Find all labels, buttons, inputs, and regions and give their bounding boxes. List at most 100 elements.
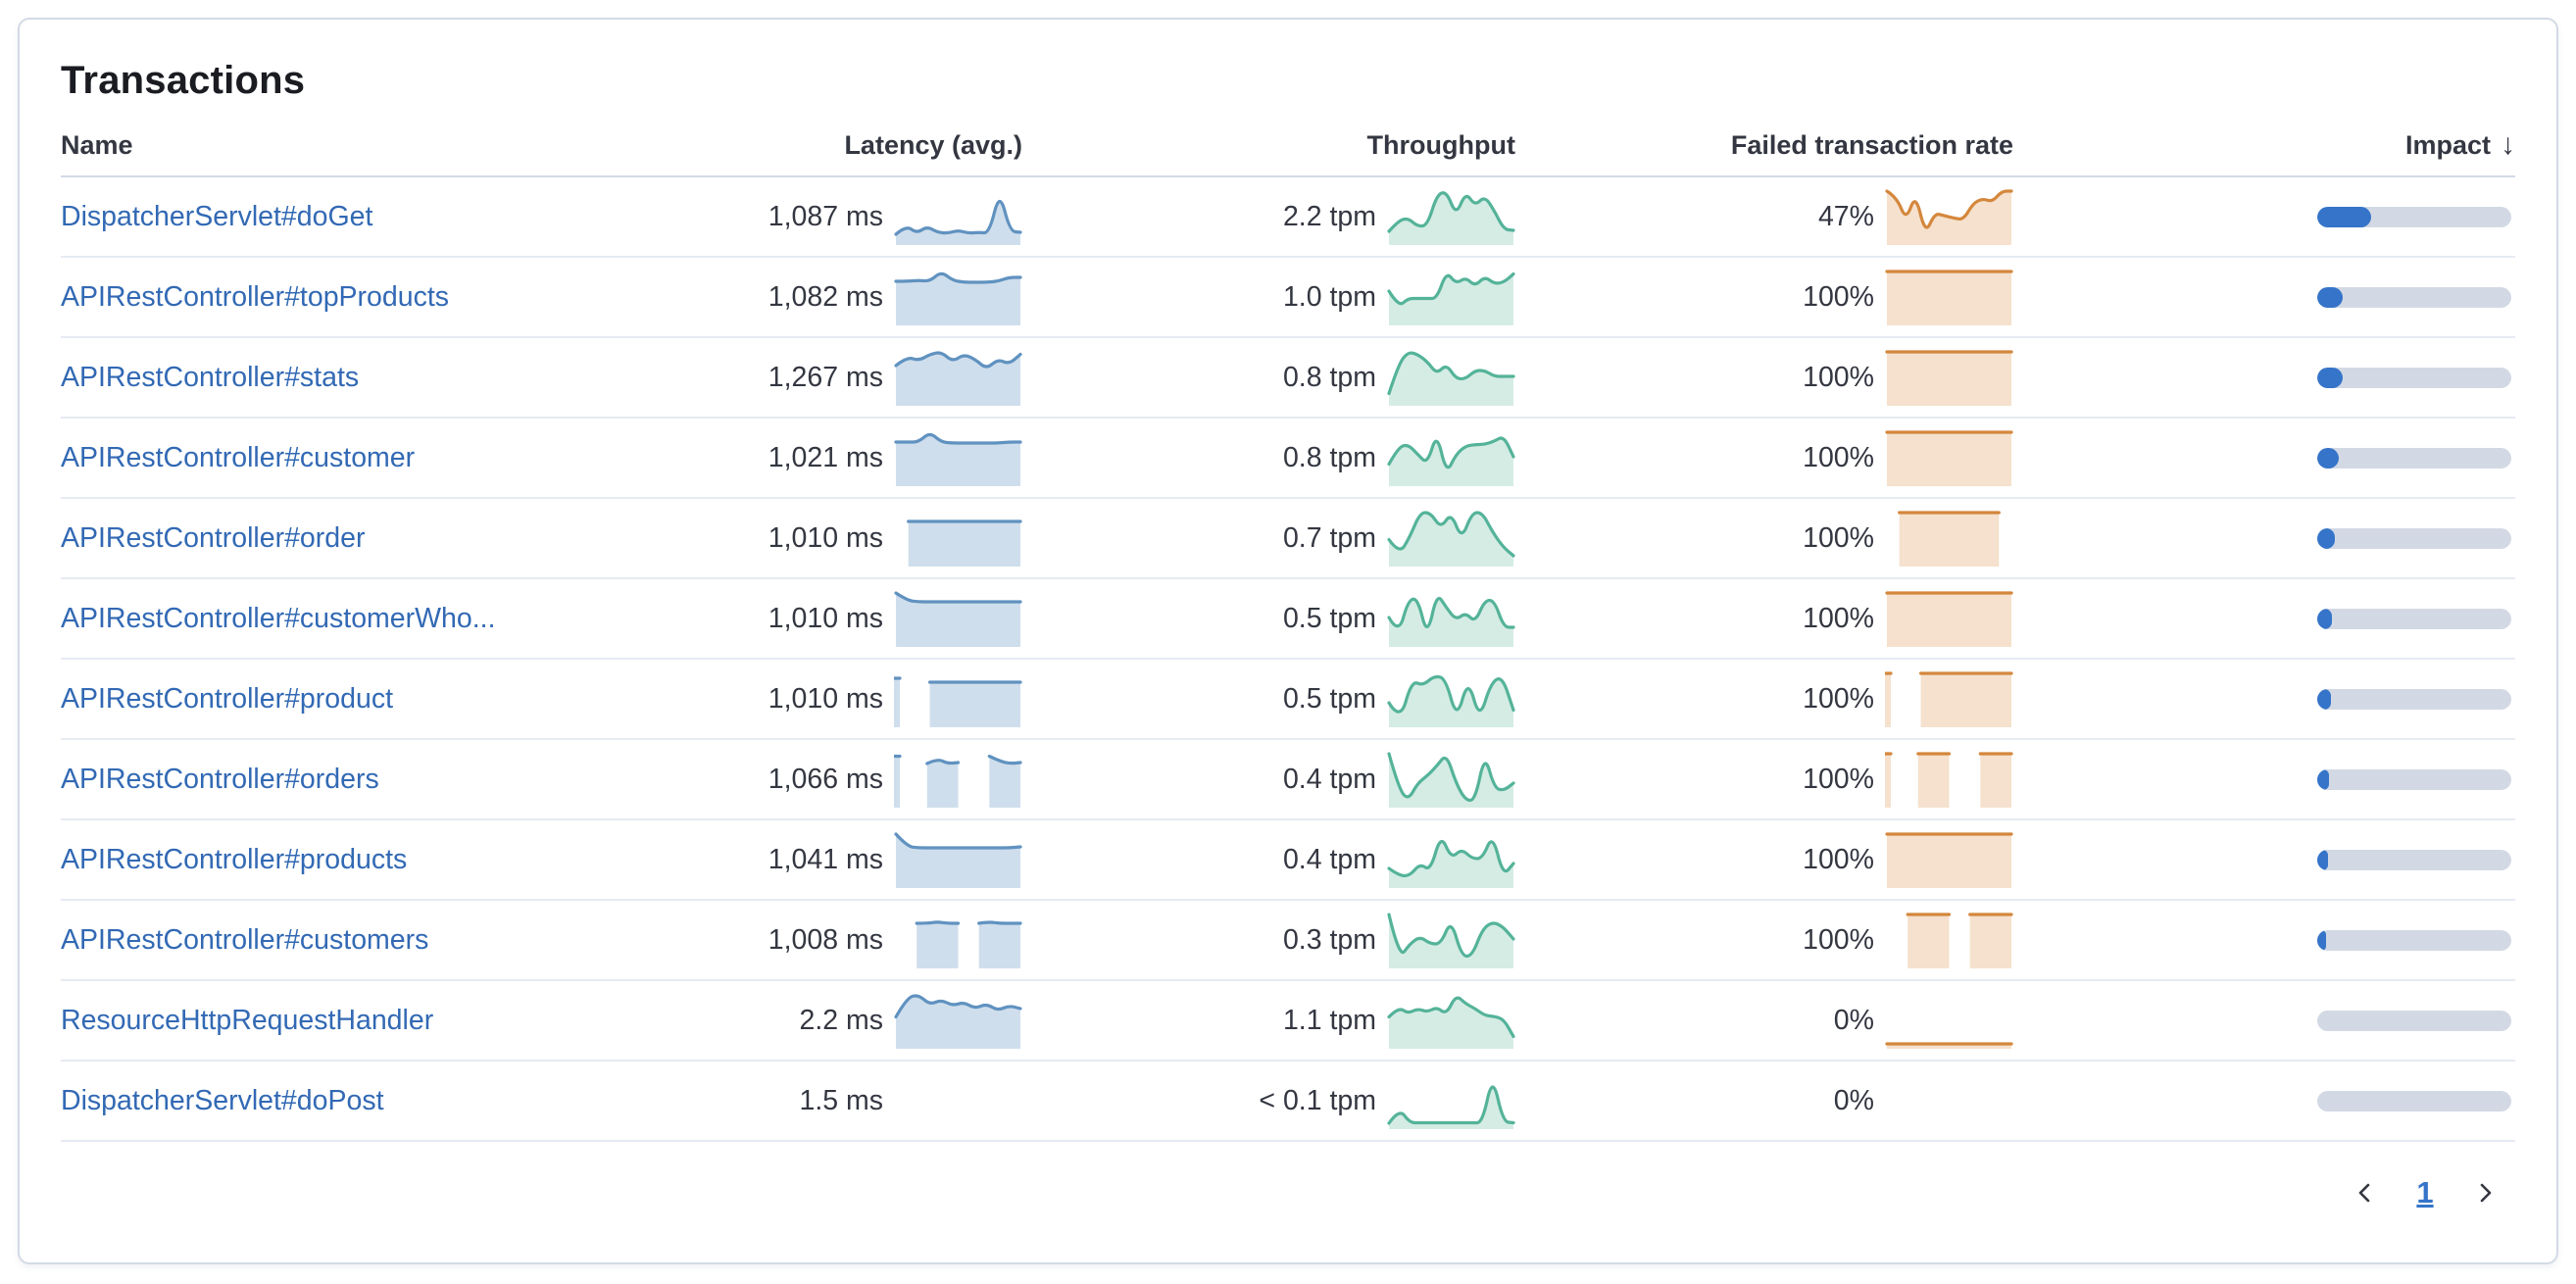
table-row: APIRestController#customers 1,008 ms 0.3… [61,901,2515,981]
impact-bar-fill [2317,929,2326,951]
page-1-button[interactable]: 1 [2402,1169,2449,1216]
table-row: APIRestController#topProducts 1,082 ms 1… [61,258,2515,338]
pagination: 1 [61,1169,2515,1216]
impact-bar-fill [2317,768,2329,790]
column-header-failed-rate[interactable]: Failed transaction rate [1730,129,2013,160]
impact-bar-track [2317,688,2511,710]
sort-desc-icon: ↓ [2501,128,2515,161]
latency-value: 1,082 ms [768,280,883,313]
transaction-name-link[interactable]: APIRestController#products [61,843,408,875]
latency-value: 1,010 ms [768,521,883,554]
next-page-button[interactable] [2462,1169,2509,1216]
throughput-value: 0.8 tpm [1282,441,1376,473]
latency-sparkline [894,992,1022,1049]
throughput-value: 0.7 tpm [1282,521,1376,554]
failed-rate-value: 100% [1803,521,1874,554]
latency-sparkline [894,670,1022,727]
transaction-name-link[interactable]: APIRestController#orders [61,763,379,795]
failed-rate-value: 100% [1803,763,1874,795]
transaction-name-link[interactable]: APIRestController#customers [61,923,429,956]
throughput-sparkline [1387,188,1515,245]
failed-rate-sparkline [1885,670,2013,727]
failed-rate-value: 47% [1817,200,1874,232]
transaction-name-link[interactable]: ResourceHttpRequestHandler [61,1004,434,1036]
throughput-value: 1.0 tpm [1282,280,1376,313]
column-header-name[interactable]: Name [61,129,133,160]
throughput-sparkline [1387,429,1515,486]
impact-bar-track [2317,1090,2511,1111]
throughput-value: < 0.1 tpm [1259,1084,1376,1116]
transaction-name-link[interactable]: DispatcherServlet#doPost [61,1084,384,1116]
latency-value: 1,010 ms [768,602,883,634]
throughput-sparkline [1387,992,1515,1049]
column-header-throughput[interactable]: Throughput [1366,129,1515,160]
throughput-value: 2.2 tpm [1282,200,1376,232]
table-row: APIRestController#products 1,041 ms 0.4 … [61,820,2515,901]
throughput-sparkline [1387,349,1515,406]
throughput-sparkline [1387,831,1515,888]
impact-bar-fill [2317,527,2335,549]
failed-rate-value: 100% [1803,602,1874,634]
throughput-value: 1.1 tpm [1282,1004,1376,1036]
impact-bar-track [2317,608,2511,629]
table-row: APIRestController#customer 1,021 ms 0.8 … [61,419,2515,499]
failed-rate-sparkline [1885,510,2013,567]
previous-page-button[interactable] [2341,1169,2388,1216]
latency-sparkline [894,188,1022,245]
failed-rate-value: 100% [1803,923,1874,956]
column-header-impact[interactable]: Impact ↓ [2013,128,2515,162]
table-row: DispatcherServlet#doPost 1.5 ms < 0.1 tp… [61,1062,2515,1142]
latency-sparkline [894,912,1022,968]
impact-bar-fill [2317,286,2343,308]
throughput-sparkline [1387,510,1515,567]
latency-value: 1,021 ms [768,441,883,473]
latency-value: 1,267 ms [768,361,883,393]
transaction-name-link[interactable]: APIRestController#product [61,682,393,715]
impact-bar-track [2317,447,2511,469]
impact-bar-fill [2317,206,2372,227]
impact-bar-track [2317,768,2511,790]
table-row: APIRestController#customerWho... 1,010 m… [61,579,2515,660]
latency-sparkline [894,831,1022,888]
impact-bar-fill [2317,447,2339,469]
failed-rate-sparkline [1885,590,2013,647]
transaction-name-link[interactable]: DispatcherServlet#doGet [61,200,373,232]
transaction-name-link[interactable]: APIRestController#order [61,521,366,554]
table-body: DispatcherServlet#doGet 1,087 ms 2.2 tpm… [61,177,2515,1142]
latency-sparkline [894,429,1022,486]
failed-rate-value: 0% [1833,1084,1874,1116]
latency-value: 1,087 ms [768,200,883,232]
chevron-left-icon [2358,1183,2370,1203]
transaction-name-link[interactable]: APIRestController#customerWho... [61,602,496,634]
throughput-value: 0.5 tpm [1282,602,1376,634]
impact-bar-track [2317,206,2511,227]
throughput-sparkline [1387,670,1515,727]
table-row: APIRestController#product 1,010 ms 0.5 t… [61,660,2515,740]
failed-rate-value: 100% [1803,843,1874,875]
column-header-latency[interactable]: Latency (avg.) [844,129,1022,160]
transaction-name-link[interactable]: APIRestController#topProducts [61,280,450,313]
latency-value: 1.5 ms [799,1084,883,1116]
impact-bar-track [2317,286,2511,308]
throughput-sparkline [1387,269,1515,325]
failed-rate-sparkline [1885,269,2013,325]
impact-bar-fill [2317,849,2328,870]
failed-rate-sparkline [1885,912,2013,968]
latency-sparkline [894,1072,1022,1129]
throughput-value: 0.8 tpm [1282,361,1376,393]
chevron-right-icon [2480,1183,2492,1203]
failed-rate-value: 100% [1803,682,1874,715]
impact-bar-fill [2317,688,2331,710]
transactions-panel: Transactions Name Latency (avg.) Through… [18,18,2558,1264]
failed-rate-value: 100% [1803,280,1874,313]
latency-value: 1,066 ms [768,763,883,795]
panel-title: Transactions [61,59,306,102]
failed-rate-value: 0% [1833,1004,1874,1036]
transaction-name-link[interactable]: APIRestController#customer [61,441,416,473]
transaction-name-link[interactable]: APIRestController#stats [61,361,360,393]
throughput-value: 0.4 tpm [1282,843,1376,875]
table-row: APIRestController#stats 1,267 ms 0.8 tpm… [61,338,2515,419]
impact-bar-track [2317,1010,2511,1031]
table-row: ResourceHttpRequestHandler 2.2 ms 1.1 tp… [61,981,2515,1062]
